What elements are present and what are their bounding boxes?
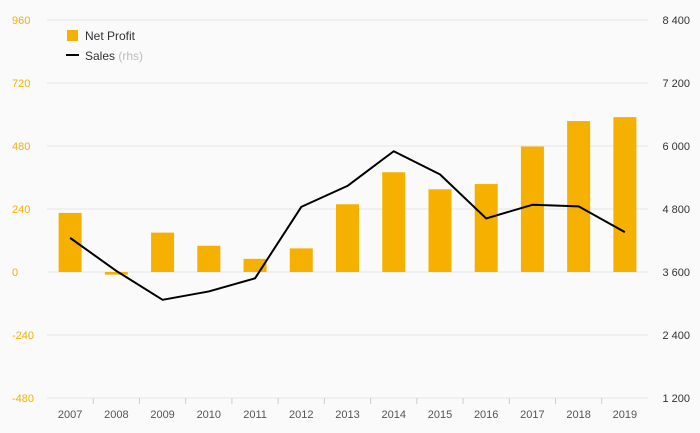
left-tick-label: 960 [12,15,30,27]
bar-net-profit-2010 [197,245,221,272]
sales-line-series [69,150,626,301]
left-tick-label: 0 [12,267,18,279]
bar-net-profit-2008 [104,272,128,275]
x-axis: 2007 2008 2009 2010 2011 2012 2013 2014 2015 2016… [58,398,637,421]
x-tick-label: 2008 [104,409,128,421]
x-tick-label: 2018 [566,409,590,421]
right-tick-label: 7 200 [662,78,690,90]
left-tick-label: 720 [12,78,30,90]
bar-net-profit-2012 [289,248,313,272]
left-axis: 960 720 480 240 0 -240 -480 [12,15,34,405]
x-tick-label: 2010 [197,409,221,421]
x-tick-label: 2017 [520,409,544,421]
right-tick-label: 3 600 [662,267,690,279]
left-tick-label: -480 [12,393,34,405]
right-tick-label: 8 400 [662,15,690,27]
legend-swatch-net-profit [67,30,78,41]
bar-net-profit-2019 [613,117,637,272]
bar-net-profit-2015 [428,189,452,272]
bar-net-profit-2013 [336,204,359,272]
x-tick-label: 2016 [474,409,498,421]
right-tick-label: 2 400 [662,330,690,342]
bar-net-profit-2007 [58,212,82,272]
x-tick-label: 2007 [58,409,82,421]
net-profit-bars [58,117,637,275]
bar-net-profit-2018 [567,121,591,272]
right-axis: 8 400 7 200 6 000 4 800 3 600 2 400 1 200 [662,15,690,405]
bar-net-profit-2017 [520,146,544,272]
bar-net-profit-2016 [474,184,498,272]
bar-net-profit-2014 [382,172,406,272]
x-tick-label: 2012 [289,409,313,421]
x-tick-label: 2013 [335,409,359,421]
left-tick-label: 480 [12,141,30,153]
legend-label-sales: Sales (rhs) [85,49,143,63]
x-tick-label: 2011 [243,409,267,421]
right-tick-label: 4 800 [662,204,690,216]
legend-label-sales-suffix: (rhs) [118,49,143,63]
left-tick-label: 240 [12,204,30,216]
x-tick-label: 2009 [150,409,174,421]
x-tick-label: 2014 [381,409,405,421]
right-tick-label: 6 000 [662,141,690,153]
right-tick-label: 1 200 [662,393,690,405]
x-tick-label: 2015 [428,409,452,421]
legend: Net Profit Sales (rhs) [66,29,143,63]
legend-label-net-profit: Net Profit [85,29,136,43]
bar-net-profit-2009 [151,232,175,272]
x-tick-label: 2019 [613,409,637,421]
left-tick-label: -240 [12,330,34,342]
